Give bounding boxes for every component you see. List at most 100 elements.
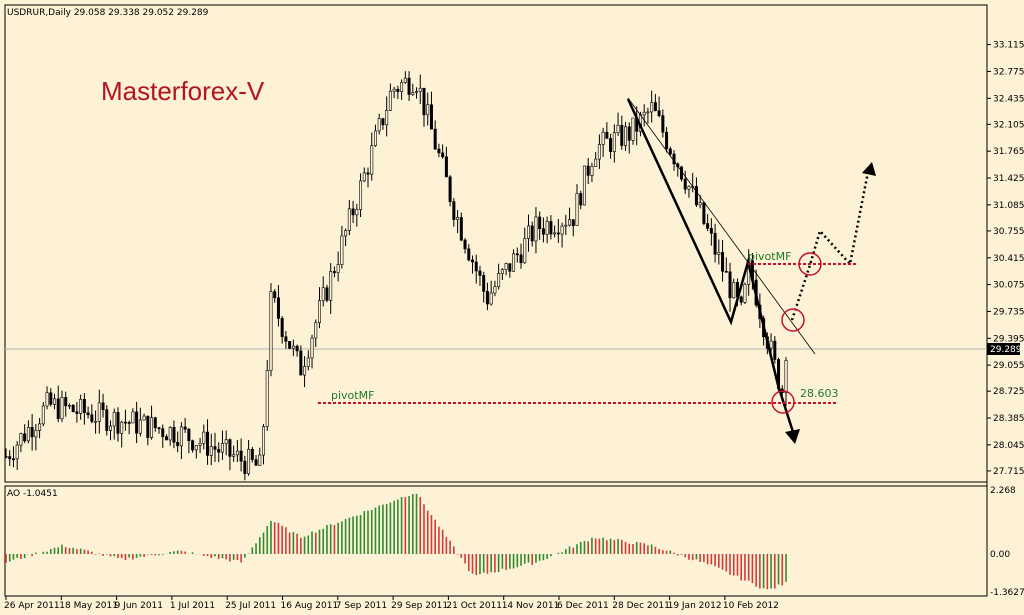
candle [493, 280, 497, 297]
candle [202, 424, 206, 450]
candle [403, 71, 407, 84]
candle [291, 339, 295, 357]
candle [709, 218, 713, 246]
candle [773, 336, 777, 364]
candle [355, 203, 359, 227]
candle [86, 406, 90, 419]
candle [150, 405, 154, 440]
y-tick-label: 32.775 [993, 67, 1024, 77]
y-tick-label: 27.715 [993, 467, 1024, 477]
candle [396, 85, 400, 99]
candle [101, 393, 105, 418]
candle [265, 360, 269, 431]
trendline [627, 97, 816, 355]
candle [135, 401, 139, 444]
candle [683, 170, 687, 194]
y-tick-label: 32.105 [993, 120, 1024, 130]
candle [314, 319, 318, 347]
candle [34, 424, 38, 451]
x-tick-label: 26 Apr 2011 [4, 601, 60, 611]
candle [116, 407, 120, 442]
candle [545, 216, 549, 244]
candle [784, 357, 788, 407]
candle [691, 172, 695, 193]
candle [471, 255, 475, 274]
candle [478, 265, 482, 286]
candle [485, 282, 489, 311]
candle [739, 295, 743, 306]
candle [590, 162, 594, 183]
candle [15, 441, 19, 470]
candle [127, 420, 131, 435]
x-tick-label: 14 Nov 2011 [502, 601, 560, 611]
candle [605, 122, 609, 139]
candle [60, 390, 64, 423]
candle [373, 124, 377, 147]
candle [668, 146, 672, 157]
symbol-label: USDRUR,Daily 29.058 29.338 29.052 29.289 [7, 8, 209, 18]
candle [497, 263, 501, 290]
candle [508, 263, 512, 278]
ao-pane-frame [4, 485, 988, 597]
candle [553, 225, 557, 238]
candle [209, 433, 213, 466]
candle [276, 285, 280, 327]
candle [142, 413, 146, 421]
candle [82, 393, 86, 425]
candle [23, 424, 27, 444]
candle [172, 420, 176, 449]
candle [19, 432, 23, 453]
candle [269, 283, 273, 377]
projected-path [790, 171, 870, 321]
candle [97, 389, 101, 434]
candle [624, 121, 628, 152]
candle [568, 207, 572, 227]
x-tick-label: 10 Feb 2012 [723, 601, 779, 611]
candle [482, 271, 486, 303]
current-price-box [987, 343, 1020, 355]
candle [75, 401, 79, 423]
candle [422, 87, 426, 127]
candle [653, 94, 657, 112]
candle [526, 214, 530, 252]
y-tick-label: 28.385 [993, 414, 1024, 424]
x-tick-label: 6 Dec 2011 [557, 601, 609, 611]
candle [49, 388, 53, 407]
candle [198, 437, 202, 454]
ao-tick-label: 2.268 [990, 486, 1016, 496]
candle [407, 71, 411, 102]
x-tick-label: 29 Sep 2011 [391, 601, 448, 611]
candle [575, 184, 579, 226]
pivot-label-lower: pivotMF [331, 389, 374, 402]
candle [370, 132, 374, 181]
candle [220, 430, 224, 460]
candle [392, 86, 396, 99]
candle [609, 133, 613, 159]
candle [549, 215, 553, 240]
candle [523, 227, 527, 264]
candle [538, 211, 542, 240]
x-tick-label: 19 Jan 2012 [668, 601, 722, 611]
candle [153, 416, 157, 432]
candle [631, 117, 635, 145]
x-tick-label: 9 Jun 2011 [115, 601, 163, 611]
candle [612, 124, 616, 163]
candle [4, 448, 8, 459]
ao-tick-label: -1.3627 [990, 588, 1024, 598]
candle [388, 83, 392, 112]
y-tick-label: 31.085 [993, 201, 1024, 211]
candle [635, 106, 639, 146]
candle [239, 438, 243, 472]
candle [452, 198, 456, 227]
candle [38, 417, 42, 439]
candle [254, 455, 258, 466]
candle [597, 134, 601, 169]
candle [661, 109, 665, 138]
candle [340, 225, 344, 269]
candle [362, 167, 366, 183]
candle [426, 92, 430, 126]
y-tick-label: 29.055 [993, 361, 1024, 371]
x-tick-label: 7 Sep 2011 [336, 601, 387, 611]
candle [560, 222, 564, 248]
candle [504, 262, 508, 276]
